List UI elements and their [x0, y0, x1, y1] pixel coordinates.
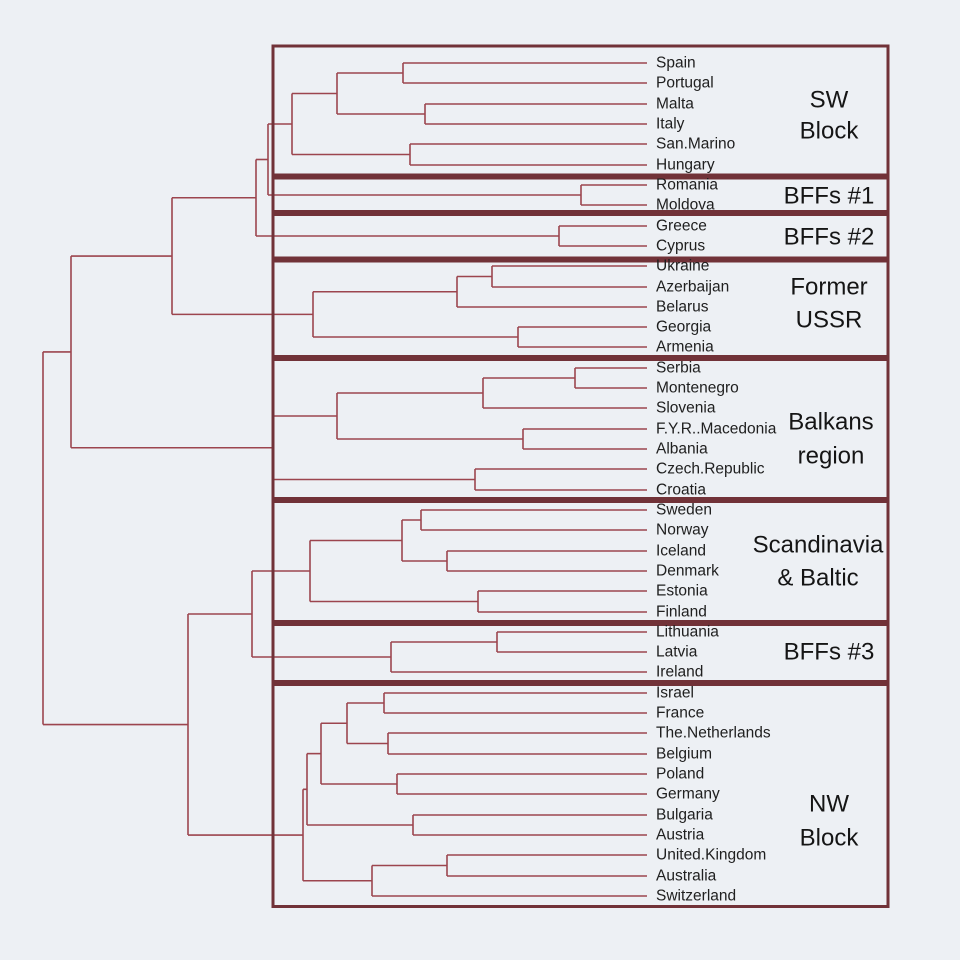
- cluster-box-scandinavia-baltic: [271, 500, 890, 623]
- block-label-scandinavia-baltic: & Baltic: [777, 565, 858, 592]
- block-label-sw-block: SW: [810, 87, 849, 114]
- leaf-label: France: [656, 705, 704, 722]
- block-label-scandinavia-baltic: Scandinavia: [753, 532, 884, 559]
- leaf-label: Serbia: [656, 360, 701, 377]
- leaf-label: Azerbaijan: [656, 279, 729, 296]
- leaf-label: Iceland: [656, 543, 706, 560]
- leaf-label: Estonia: [656, 583, 708, 600]
- leaf-label: Bulgaria: [656, 807, 713, 824]
- leaf-label: Croatia: [656, 482, 706, 499]
- cluster-box-balkans-region: [271, 358, 890, 500]
- leaf-label: Ukraine: [656, 258, 709, 275]
- block-label-balkans-region: region: [798, 443, 865, 470]
- cluster-boxes: [271, 44, 890, 908]
- tree-lines: [42, 62, 647, 897]
- leaf-label: Austria: [656, 827, 705, 844]
- leaf-label: Slovenia: [656, 400, 716, 417]
- block-label-nw-block: NW: [809, 791, 849, 818]
- leaf-label: F.Y.R..Macedonia: [656, 421, 777, 438]
- block-label-nw-block: Block: [800, 825, 860, 852]
- block-label-bffs-2: BFFs #2: [784, 224, 875, 251]
- leaf-label: Hungary: [656, 157, 715, 174]
- block-label-former-ussr: USSR: [796, 307, 863, 334]
- leaf-label: The.Netherlands: [656, 725, 771, 742]
- leaf-label: Romania: [656, 177, 718, 194]
- leaf-label: Finland: [656, 604, 707, 621]
- block-label-sw-block: Block: [800, 118, 860, 145]
- leaf-label: Sweden: [656, 502, 712, 519]
- leaf-label: Montenegro: [656, 380, 739, 397]
- leaf-label: Czech.Republic: [656, 461, 765, 478]
- leaf-label: Poland: [656, 766, 704, 783]
- leaf-label: Armenia: [656, 339, 714, 356]
- leaf-label: United.Kingdom: [656, 847, 766, 864]
- leaf-label: Portugal: [656, 75, 714, 92]
- leaf-label: Denmark: [656, 563, 719, 580]
- cluster-box-sw-block: [271, 44, 890, 177]
- leaf-label: Albania: [656, 441, 708, 458]
- leaf-label: Greece: [656, 218, 707, 235]
- cluster-box-bffs-3: [271, 623, 890, 683]
- cluster-box-nw-block: [271, 683, 890, 908]
- block-label-former-ussr: Former: [790, 274, 867, 301]
- leaf-label: Latvia: [656, 644, 698, 661]
- leaf-label: Italy: [656, 116, 685, 133]
- leaf-label: San.Marino: [656, 136, 735, 153]
- leaf-label: Germany: [656, 786, 720, 803]
- cluster-box-bffs-1: [271, 176, 890, 213]
- block-label-balkans-region: Balkans: [788, 409, 873, 436]
- leaf-label: Norway: [656, 522, 709, 539]
- leaf-label: Israel: [656, 685, 694, 702]
- leaf-label: Moldova: [656, 197, 715, 214]
- block-labels: SW Block BFFs #1 BFFs #2 Former USSR Balkans re…: [753, 87, 884, 852]
- leaf-label: Lithuania: [656, 624, 719, 641]
- leaf-label: Cyprus: [656, 238, 705, 255]
- cluster-box-former-ussr: [271, 259, 890, 358]
- block-label-bffs-1: BFFs #1: [784, 183, 875, 210]
- leaf-label: Switzerland: [656, 888, 736, 905]
- leaf-label: Australia: [656, 868, 717, 885]
- leaf-label: Spain: [656, 55, 696, 72]
- leaf-label: Belarus: [656, 299, 709, 316]
- leaf-label: Belgium: [656, 746, 712, 763]
- leaf-labels: Spain Portugal Malta Italy San.Marino Hungary…: [656, 55, 777, 905]
- block-label-bffs-3: BFFs #3: [784, 639, 875, 666]
- cluster-box-bffs-2: [271, 213, 890, 260]
- leaf-label: Georgia: [656, 319, 712, 336]
- leaf-label: Ireland: [656, 664, 703, 681]
- leaf-label: Malta: [656, 96, 694, 113]
